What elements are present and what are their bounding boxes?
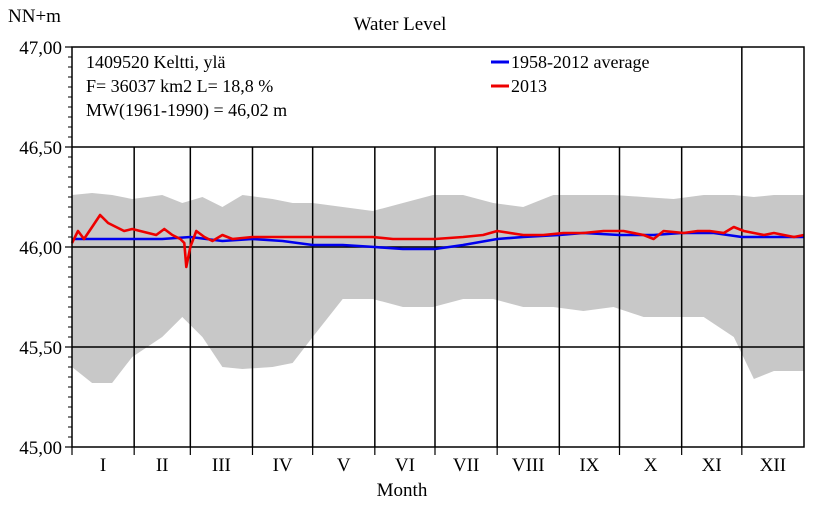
x-tick-label-III: III — [212, 455, 231, 476]
range-band — [72, 193, 804, 383]
y-axis-label: NN+m — [8, 6, 61, 27]
info-line-area: F= 36037 km2 L= 18,8 % — [86, 76, 273, 96]
legend-label-average: 1958-2012 average — [511, 52, 649, 72]
x-tick-label-V: V — [337, 455, 351, 476]
series-line-1 — [70, 213, 805, 269]
chart-title: Water Level — [354, 14, 447, 35]
x-tick-label-VI: VI — [395, 455, 415, 476]
x-tick-label-VIII: VIII — [512, 455, 545, 476]
x-tick-label-XI: XI — [702, 455, 722, 476]
x-tick-label-II: II — [156, 455, 169, 476]
x-tick-label-XII: XII — [760, 455, 786, 476]
y-tick-label-0: 45,00 — [19, 438, 62, 459]
y-tick-label-3: 46,50 — [19, 138, 62, 159]
y-tick-label-4: 47,00 — [19, 38, 62, 59]
legend-label-2013: 2013 — [511, 76, 547, 96]
x-tick-label-VII: VII — [453, 455, 479, 476]
y-tick-label-1: 45,50 — [19, 338, 62, 359]
info-box: 1409520 Keltti, ylä F= 36037 km2 L= 18,8… — [86, 52, 287, 121]
grid-lines — [72, 47, 804, 447]
x-axis-label: Month — [377, 480, 428, 501]
x-tick-label-X: X — [644, 455, 658, 476]
plot-frame — [71, 46, 805, 448]
info-line-mean: MW(1961-1990) = 46,02 m — [86, 100, 287, 121]
y-tick-label-2: 46,00 — [19, 238, 62, 259]
x-tick-label-IV: IV — [273, 455, 293, 476]
series-lines — [70, 213, 805, 269]
legend: 1958-2012 average 2013 — [491, 52, 649, 96]
x-tick-label-I: I — [100, 455, 106, 476]
x-tick-label-IX: IX — [579, 455, 599, 476]
info-line-station: 1409520 Keltti, ylä — [86, 52, 225, 72]
range-band-area — [72, 193, 804, 383]
